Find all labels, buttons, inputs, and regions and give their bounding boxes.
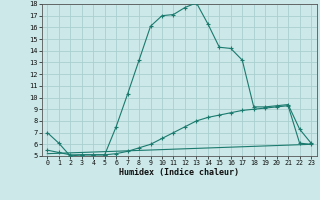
X-axis label: Humidex (Indice chaleur): Humidex (Indice chaleur): [119, 168, 239, 177]
